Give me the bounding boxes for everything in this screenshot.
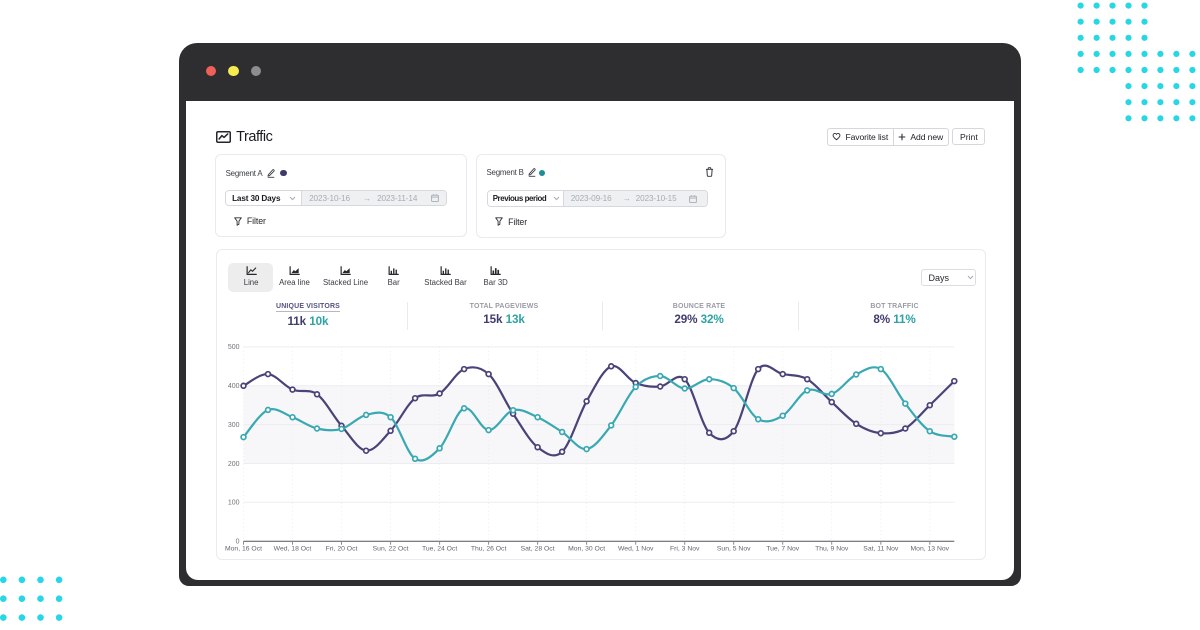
svg-text:0: 0 — [235, 539, 239, 546]
svg-text:500: 500 — [227, 345, 239, 352]
svg-text:Thu, 26 Oct: Thu, 26 Oct — [470, 546, 506, 553]
svg-text:Fri, 3 Nov: Fri, 3 Nov — [669, 546, 699, 553]
svg-text:Wed, 18 Oct: Wed, 18 Oct — [273, 546, 311, 553]
svg-text:Tue, 7 Nov: Tue, 7 Nov — [766, 546, 800, 553]
svg-text:Fri, 20 Oct: Fri, 20 Oct — [325, 546, 357, 553]
svg-text:Tue, 24 Oct: Tue, 24 Oct — [421, 546, 456, 553]
svg-text:Sat, 11 Nov: Sat, 11 Nov — [863, 546, 899, 553]
svg-text:Sat, 28 Oct: Sat, 28 Oct — [520, 546, 554, 553]
svg-text:200: 200 — [227, 461, 239, 468]
svg-text:100: 100 — [227, 500, 239, 507]
svg-text:300: 300 — [227, 422, 239, 429]
svg-text:Sun, 22 Oct: Sun, 22 Oct — [372, 546, 408, 553]
svg-text:Mon, 16 Oct: Mon, 16 Oct — [224, 546, 261, 553]
svg-text:Wed, 1 Nov: Wed, 1 Nov — [618, 546, 654, 553]
svg-text:Mon, 13 Nov: Mon, 13 Nov — [910, 546, 949, 553]
svg-text:Thu, 9 Nov: Thu, 9 Nov — [815, 546, 849, 553]
svg-text:Sun, 5 Nov: Sun, 5 Nov — [716, 546, 750, 553]
svg-text:400: 400 — [227, 383, 239, 390]
svg-text:Mon, 30 Oct: Mon, 30 Oct — [568, 546, 605, 553]
